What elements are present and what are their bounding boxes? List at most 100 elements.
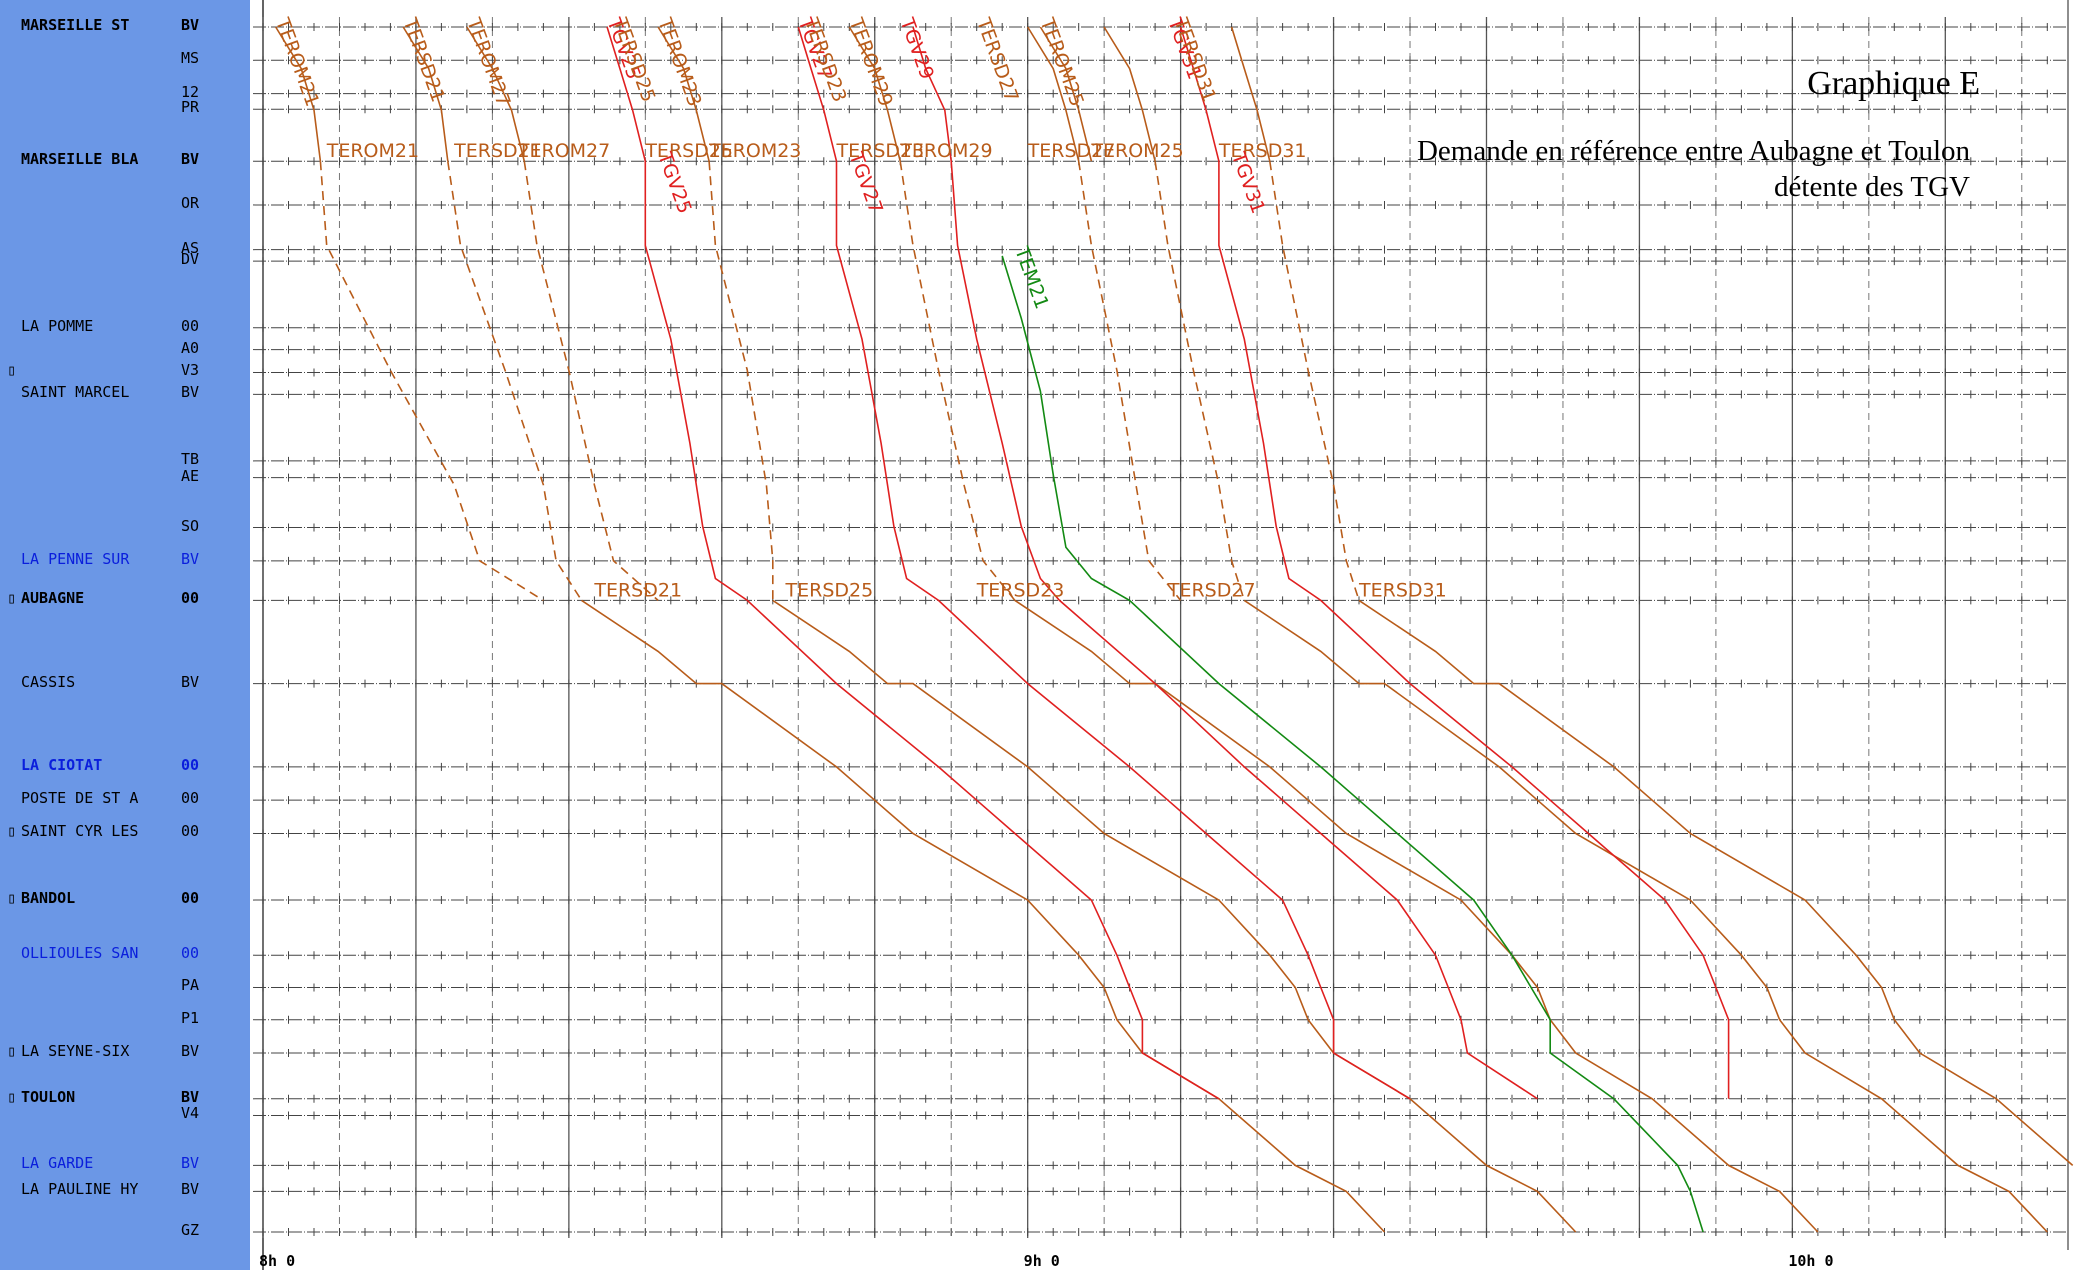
station-code: BV <box>181 16 200 34</box>
series-line-terom25 <box>1154 161 1246 601</box>
grid-ticks <box>262 56 2048 65</box>
series-line-tersd31 <box>1269 161 1360 601</box>
station-name: MARSEILLE BLA <box>21 150 139 169</box>
train-label: TERSD25 <box>785 579 874 601</box>
station-row: GZ <box>0 1221 250 1241</box>
grid-ticks <box>262 456 2048 465</box>
train-label: TEROM23 <box>708 140 801 162</box>
series-line-tersd21 <box>402 26 449 162</box>
series-line-tersd25 <box>772 599 1577 1233</box>
station-name: LA CIOTAT <box>21 755 103 774</box>
station-code: P1 <box>181 1008 200 1027</box>
station-code: 00 <box>181 316 200 335</box>
chart-subtitle-line-1: Demande en référence entre Aubagne et To… <box>1417 135 1971 167</box>
grid-ticks <box>262 523 2048 532</box>
station-name: POSTE DE ST A <box>21 789 139 808</box>
station-code: V3 <box>181 361 200 380</box>
station-row: ▯ SAINT CYR LES 00 <box>0 822 250 842</box>
station-code: OR <box>181 193 200 212</box>
station-row: SAINT MARCEL BV <box>0 383 250 403</box>
grid-ticks <box>262 1111 2048 1120</box>
x-tick-label: 8h 0 <box>259 1252 295 1270</box>
station-code: BV <box>181 1154 200 1173</box>
station-code: A0 <box>181 338 200 357</box>
train-label: TERSD23 <box>836 140 925 162</box>
station-row: LA CIOTAT 00 <box>0 756 250 776</box>
station-code: 00 <box>181 789 200 808</box>
train-label-rotated: TGV29 <box>895 14 938 82</box>
series-line-terom27 <box>523 161 659 601</box>
grid-ticks <box>262 1187 2048 1196</box>
station-name: LA POMME <box>21 316 94 335</box>
station-row: ▯ TOULON BV <box>0 1088 250 1108</box>
station-row: ▯ LA SEYNE-SIX BV <box>0 1042 250 1062</box>
station-code: 00 <box>181 944 200 963</box>
series-line-terom29 <box>1027 26 1080 162</box>
station-marker-icon: ▯ <box>7 1087 17 1106</box>
train-label: TEROM29 <box>899 140 992 162</box>
station-name: LA PENNE SUR <box>21 549 130 568</box>
station-row: PR <box>0 98 250 118</box>
station-name: LA SEYNE-SIX <box>21 1042 130 1061</box>
station-row: CASSIS BV <box>0 673 250 693</box>
train-label: TERSD21 <box>453 140 542 162</box>
series-line-terom23 <box>848 26 901 162</box>
station-row: MARSEILLE ST BV <box>0 16 250 36</box>
station-row: POSTE DE ST A 00 <box>0 789 250 809</box>
station-code: BV <box>181 672 200 691</box>
station-row: 12 <box>0 83 250 103</box>
grid-ticks <box>262 345 2048 354</box>
train-label-rotated: TEROM23 <box>653 14 706 109</box>
station-name: SAINT MARCEL <box>21 383 130 402</box>
station-marker-icon: ▯ <box>7 822 17 841</box>
station-code: DV <box>181 250 200 269</box>
station-row: PA <box>0 976 250 996</box>
station-code: V4 <box>181 1104 200 1123</box>
station-row: LA GARDE BV <box>0 1154 250 1174</box>
station-code: 00 <box>181 889 200 908</box>
grid-ticks <box>262 679 2048 688</box>
series-line-tersd21 <box>581 599 1386 1233</box>
station-code: GZ <box>181 1221 200 1239</box>
train-label-rotated: TEROM21 <box>271 14 324 109</box>
chart-title: Graphique E <box>1807 65 1980 102</box>
station-name: TOULON <box>21 1087 76 1106</box>
station-name: BANDOL <box>21 889 76 908</box>
series-line-tgv25 <box>606 26 1220 1100</box>
station-code: PA <box>181 976 200 995</box>
station-row: ▯ BANDOL 00 <box>0 889 250 909</box>
station-marker-icon: ▯ <box>7 889 17 908</box>
station-name: SAINT CYR LES <box>21 822 139 841</box>
series-line-tersd25 <box>708 161 774 601</box>
station-row: V3 <box>0 361 250 381</box>
station-code: 12 <box>181 82 200 101</box>
station-row: OR <box>0 194 250 214</box>
train-label: TERSD27 <box>1027 140 1116 162</box>
train-label: TEROM21 <box>326 140 419 162</box>
station-row: ▯ AUBAGNE 00 <box>0 589 250 609</box>
grid-ticks <box>262 323 2048 332</box>
station-code: SO <box>181 516 200 535</box>
grid-ticks <box>262 796 2048 805</box>
grid-ticks <box>262 89 2048 98</box>
station-row: DV <box>0 250 250 270</box>
series-line-terom21 <box>275 26 322 162</box>
graph-area: TEROM21 TERSD21 TEROM27 TERSD25 TEROM23 TERSD… <box>250 0 2076 1270</box>
grid-ticks <box>262 596 2048 605</box>
station-code: BV <box>181 150 200 169</box>
station-row: TB <box>0 450 250 470</box>
station-code: MS <box>181 49 200 68</box>
series-line-terom25 <box>1103 26 1156 162</box>
grid-ticks <box>262 390 2048 399</box>
station-marker-icon: ▯ <box>7 1042 17 1061</box>
grid-ticks <box>262 983 2048 992</box>
train-label: TERSD31 <box>1218 140 1307 162</box>
grid-ticks <box>262 1049 2048 1058</box>
station-code: BV <box>181 1180 200 1199</box>
station-marker-icon: ▯ <box>7 361 17 380</box>
station-name: MARSEILLE ST <box>21 16 130 34</box>
grid-ticks <box>262 829 2048 838</box>
station-row: P1 <box>0 1009 250 1029</box>
series-line-tersd31 <box>1358 599 2074 1167</box>
